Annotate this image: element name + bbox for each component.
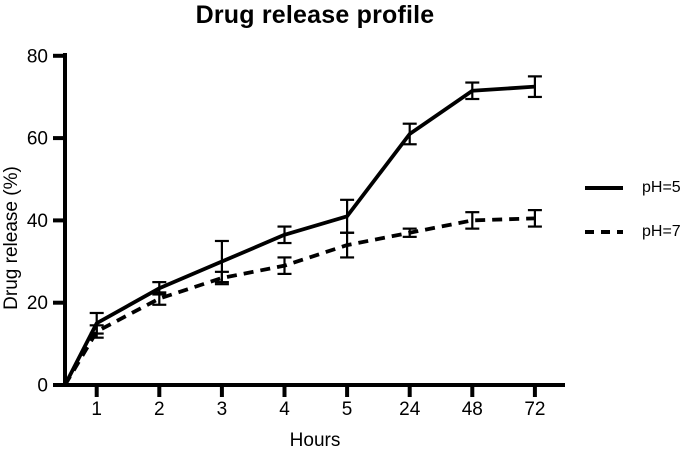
y-tick-label: 0 [37, 376, 48, 397]
x-tick-label: 2 [154, 399, 165, 420]
dashed-line-swatch [585, 230, 623, 234]
legend: pH=5 pH=7 [585, 178, 681, 266]
x-tick-label: 72 [524, 399, 545, 420]
x-tick-label: 3 [217, 399, 228, 420]
x-tick-label: 48 [462, 399, 483, 420]
series-line-pH=5 [63, 84, 536, 386]
series-line-pH=7 [63, 216, 535, 386]
y-tick-label: 20 [27, 293, 48, 314]
solid-line-swatch [585, 186, 623, 190]
legend-item-ph7: pH=7 [585, 222, 681, 242]
chart-title: Drug release profile [195, 1, 435, 29]
x-tick-label: 1 [91, 399, 102, 420]
legend-item-ph5: pH=5 [585, 178, 681, 198]
legend-label-ph5: pH=5 [642, 179, 681, 196]
x-tick-label: 24 [399, 399, 421, 420]
x-tick-label: 5 [342, 399, 353, 420]
x-axis-label: Hours [289, 430, 341, 451]
legend-label-ph7: pH=7 [642, 223, 681, 240]
y-tick-label: 40 [27, 211, 48, 232]
y-tick-label: 80 [27, 46, 48, 67]
x-tick-label: 4 [279, 399, 290, 420]
y-tick-label: 60 [27, 129, 48, 150]
